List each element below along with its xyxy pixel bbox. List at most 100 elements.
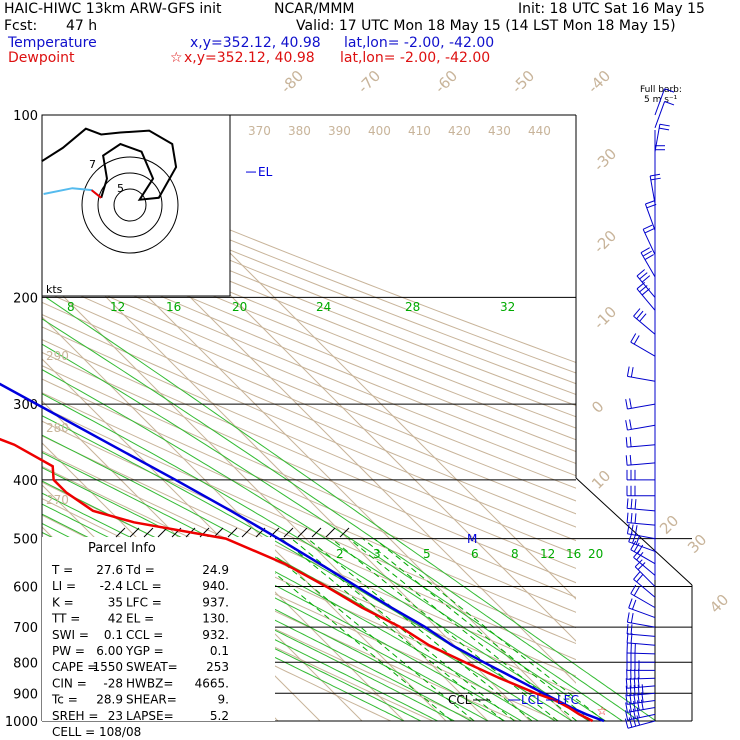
wind-barb-shaft xyxy=(627,699,656,705)
isotherm-label: -80 xyxy=(277,67,307,97)
wind-barb-flag xyxy=(625,437,628,448)
isotherm-label: 20 xyxy=(656,512,682,538)
wind-barb-flag xyxy=(640,699,644,710)
dry-adiabat-line xyxy=(42,255,576,477)
dry-adiabat-line xyxy=(42,244,576,465)
sounding-curves: ☆ xyxy=(0,382,607,723)
wind-barb-flag xyxy=(625,455,628,466)
isotherm-label: 10 xyxy=(588,467,614,493)
wind-barb-flag xyxy=(642,250,652,257)
dry-adiabat-line xyxy=(42,191,576,407)
dewpoint-curve xyxy=(0,437,594,723)
wind-barb-flag xyxy=(634,513,637,524)
wind-barb-flag xyxy=(664,88,675,93)
barb-legend-units: 5 m s⁻¹ xyxy=(644,95,678,105)
parcel-value: 932. xyxy=(202,628,229,642)
theta-label: 370 xyxy=(248,124,271,138)
model-title: HAIC-HIWC 13km ARW-GFS init xyxy=(4,1,222,17)
dry-adiabat-lines xyxy=(42,152,576,721)
dry-adiabat-line xyxy=(42,201,576,418)
pressure-tick-label: 200 xyxy=(13,291,38,306)
wind-barb-flag xyxy=(659,123,670,127)
parcel-label: TT = xyxy=(51,612,80,626)
wetbulb-label: 8 xyxy=(67,300,75,314)
wind-barb-shaft xyxy=(627,533,656,540)
wind-barb-flag xyxy=(630,624,633,635)
mixing-ratio-label: 20 xyxy=(588,547,603,561)
dry-adiabat-line xyxy=(42,365,576,598)
wind-barb-flag xyxy=(628,709,633,720)
wind-barb-flag xyxy=(626,623,629,634)
wind-barb-shaft xyxy=(633,315,656,335)
mixing-ratio-label: 8 xyxy=(511,547,519,561)
hodograph: 5 7 kts xyxy=(41,114,231,297)
fcst-value: 47 h xyxy=(66,18,98,34)
wind-barb-flag xyxy=(636,310,644,320)
wind-barb-flag xyxy=(640,247,650,254)
wind-barb-flag xyxy=(632,716,637,727)
parcel-value: 28.9 xyxy=(96,693,123,707)
theta-left-label: 270 xyxy=(46,493,69,507)
mixing-ratio-line xyxy=(348,538,578,721)
wind-barb-flag xyxy=(625,702,628,713)
theta-label: 420 xyxy=(448,124,471,138)
wind-barb-shaft xyxy=(627,707,656,713)
wind-barb-shaft xyxy=(627,621,656,628)
wind-barb-flag xyxy=(633,685,636,696)
wind-barb-flag xyxy=(630,613,634,624)
mixing-ratio-lines xyxy=(233,538,605,721)
wind-barb-flag xyxy=(631,599,637,610)
mixing-ratio-line xyxy=(331,538,559,721)
wind-barb-shaft xyxy=(627,685,656,689)
wind-barb-flag xyxy=(637,700,640,711)
wind-barb-flag xyxy=(633,335,640,345)
parcel-label: SHEAR= xyxy=(126,693,177,707)
parcel-label: YGP = xyxy=(125,644,164,658)
wind-barb-shaft xyxy=(627,424,656,431)
wind-barb-shaft xyxy=(627,713,656,721)
dry-adiabat-line xyxy=(42,351,576,584)
wind-barb-flag xyxy=(630,333,637,343)
parcel-box xyxy=(42,537,275,721)
pressure-tick-label: 300 xyxy=(13,398,38,413)
parcel-value: 35 xyxy=(108,595,123,609)
hodograph-upper-trace xyxy=(41,127,178,201)
hodograph-ring-label: 5 xyxy=(117,182,124,195)
wind-barb-flag xyxy=(636,715,641,726)
dry-adiabat-line xyxy=(42,313,576,542)
parcel-label: CIN = xyxy=(52,676,87,690)
pressure-tick-label: 600 xyxy=(13,581,38,596)
hatch-mark xyxy=(297,527,308,538)
parcel-label: K = xyxy=(52,595,74,609)
wind-barb-flag xyxy=(626,512,629,523)
parcel-label: EL = xyxy=(126,612,154,626)
isotherm-line xyxy=(42,358,405,721)
parcel-value: 27.6 xyxy=(96,563,123,577)
wind-barb-shaft xyxy=(633,578,656,598)
mixing-ratio-label: 12 xyxy=(540,547,555,561)
wind-barb-flag xyxy=(628,598,633,609)
mixing-ratio-line xyxy=(362,538,593,721)
wetbulb-label: 24 xyxy=(316,300,331,314)
wind-barb-flag xyxy=(628,717,633,728)
wind-barb-flag xyxy=(625,420,628,431)
wind-barb-shaft xyxy=(630,593,656,609)
fcst-label: Fcst: xyxy=(4,18,38,34)
wind-barb-shaft xyxy=(634,566,656,587)
lfc-label: LFC xyxy=(557,693,579,707)
dry-adiabat-line xyxy=(42,326,576,555)
parcel-value: 940. xyxy=(202,579,229,593)
wind-barb-shaft xyxy=(654,124,661,152)
wind-barb-flag xyxy=(633,571,641,580)
wind-barb-shaft xyxy=(626,677,656,680)
parcel-value: -28 xyxy=(103,676,123,690)
wind-barb-flag xyxy=(625,399,628,410)
mixing-ratio-label: 3 xyxy=(373,547,381,561)
hodograph-ring xyxy=(81,156,179,254)
dry-adiabat-line xyxy=(42,278,576,502)
wind-barb-flag xyxy=(637,562,646,570)
wind-barb-flag xyxy=(644,228,655,234)
wind-barbs xyxy=(624,88,675,729)
curve-annotations: EL M CCL LCL LFC xyxy=(246,165,579,707)
parcel-label: PW = xyxy=(52,644,85,658)
